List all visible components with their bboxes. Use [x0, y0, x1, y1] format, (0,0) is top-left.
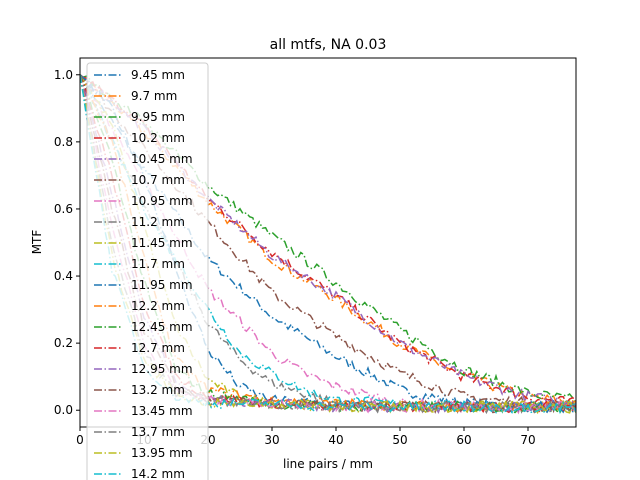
- legend-label: 12.95 mm: [131, 362, 193, 376]
- y-tick-label: 0.8: [54, 135, 73, 149]
- series-line-4: [80, 74, 576, 409]
- legend-label: 9.7 mm: [131, 89, 177, 103]
- series-line-19: [80, 74, 576, 415]
- y-tick-label: 0.0: [54, 403, 73, 417]
- legend-label: 13.7 mm: [131, 425, 185, 439]
- legend-label: 10.2 mm: [131, 131, 185, 145]
- x-tick-label: 30: [264, 433, 279, 447]
- y-axis-label: MTF: [30, 230, 44, 255]
- legend-label: 10.95 mm: [131, 194, 193, 208]
- x-tick-label: 40: [328, 433, 343, 447]
- y-tick-label: 0.2: [54, 336, 73, 350]
- legend-label: 12.2 mm: [131, 299, 185, 313]
- plot-frame: [79, 57, 577, 428]
- legend-label: 10.45 mm: [131, 152, 193, 166]
- legend-label: 9.45 mm: [131, 68, 185, 82]
- legend-label: 13.45 mm: [131, 404, 193, 418]
- x-tick-label: 60: [456, 433, 471, 447]
- legend-label: 9.95 mm: [131, 110, 185, 124]
- legend-label: 10.7 mm: [131, 173, 185, 187]
- chart-title: all mtfs, NA 0.03: [270, 37, 387, 53]
- legend-label: 11.7 mm: [131, 257, 185, 271]
- legend-label: 13.2 mm: [131, 383, 185, 397]
- legend: 9.45 mm 9.7 mm 9.95 mm 10.2 mm 10.45 mm 10.7 …: [86, 62, 209, 480]
- legend-label: 11.2 mm: [131, 215, 185, 229]
- legend-label: 13.95 mm: [131, 446, 193, 460]
- legend-label: 12.45 mm: [131, 320, 193, 334]
- x-tick-label: 50: [392, 433, 407, 447]
- legend-label: 11.45 mm: [131, 236, 193, 250]
- x-tick-label: 70: [520, 433, 535, 447]
- y-tick-label: 0.6: [54, 202, 73, 216]
- legend-frame: [86, 62, 209, 480]
- legend-label: 11.95 mm: [131, 278, 193, 292]
- series-line-5: [80, 74, 576, 414]
- legend-label: 14.2 mm: [131, 467, 185, 480]
- y-tick-label: 0.4: [54, 269, 73, 283]
- x-axis-label: line pairs / mm: [283, 457, 373, 471]
- y-tick-label: 1.0: [54, 68, 73, 82]
- x-tick-label: 0: [76, 433, 84, 447]
- legend-label: 12.7 mm: [131, 341, 185, 355]
